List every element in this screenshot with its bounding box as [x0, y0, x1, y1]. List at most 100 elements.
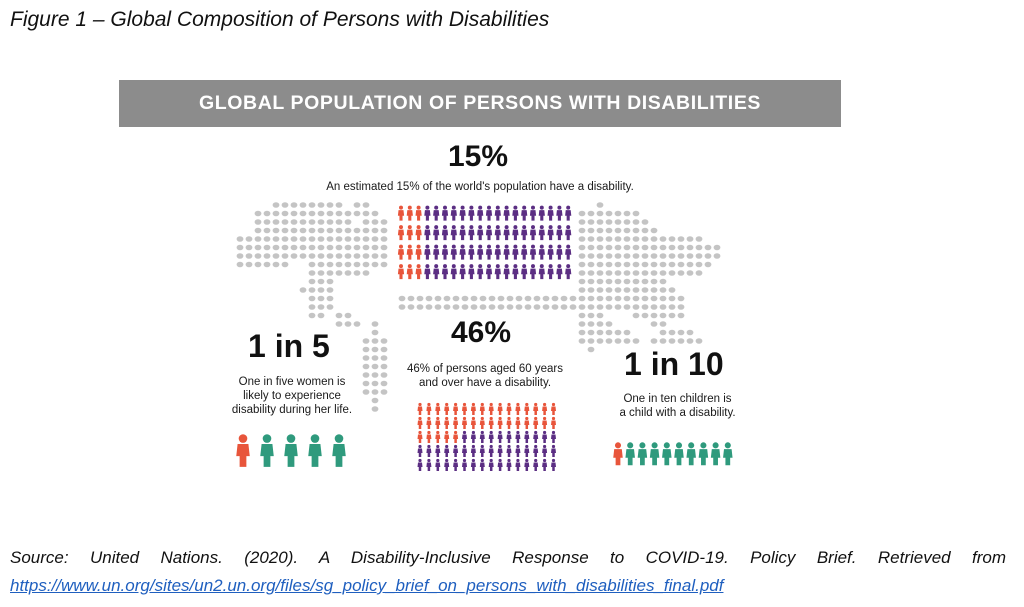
map-dot: [659, 253, 667, 259]
person-icon: [444, 458, 450, 471]
map-dot: [272, 261, 280, 268]
map-dot: [371, 329, 379, 336]
map-dot: [587, 329, 595, 336]
desc-line: 46% of persons aged 60 years: [407, 363, 563, 375]
map-dot: [371, 227, 379, 234]
person-icon: [542, 416, 548, 429]
map-dot: [380, 253, 388, 259]
map-dot: [380, 363, 388, 370]
map-dot: [605, 219, 613, 225]
stat-1-in-10: 1 in 10: [624, 346, 724, 382]
map-dot: [578, 227, 586, 234]
person-icon: [565, 264, 572, 280]
map-dot: [272, 244, 280, 251]
person-icon: [529, 244, 537, 260]
map-dot: [623, 210, 631, 217]
map-dot: [596, 253, 604, 259]
map-dot: [695, 338, 703, 344]
map-dot: [560, 295, 568, 302]
map-dot: [677, 261, 685, 268]
map-dot: [623, 219, 631, 225]
map-dot: [380, 236, 388, 242]
map-dot: [587, 244, 595, 251]
map-dot: [308, 227, 316, 234]
child-icon: [625, 442, 635, 466]
person-icon: [533, 416, 539, 429]
person-icon: [453, 402, 459, 415]
person-icon: [459, 264, 466, 280]
person-icon: [538, 264, 545, 280]
map-dot: [632, 304, 640, 310]
map-dot: [632, 295, 640, 302]
person-icon: [547, 225, 554, 241]
map-dot: [326, 287, 334, 293]
map-dot: [641, 304, 649, 310]
map-dot: [596, 287, 604, 293]
map-dot: [362, 253, 370, 259]
map-dot: [344, 236, 352, 242]
person-icon: [433, 244, 440, 260]
person-icon: [477, 205, 484, 221]
child-icon: [674, 442, 684, 466]
map-dot: [623, 304, 631, 310]
map-dot: [578, 278, 586, 285]
map-dot: [524, 295, 532, 302]
person-icon: [415, 244, 422, 260]
map-dot: [308, 236, 316, 242]
map-dot: [632, 253, 640, 259]
person-icon: [397, 225, 405, 241]
map-dot: [596, 219, 604, 225]
map-dot: [542, 295, 550, 302]
map-dot: [596, 278, 604, 285]
map-dot: [515, 304, 523, 310]
map-dot: [290, 244, 298, 251]
person-icon: [433, 205, 440, 221]
person-icon: [470, 458, 476, 471]
person-icon: [524, 444, 530, 457]
person-icon: [565, 244, 572, 260]
map-dot: [605, 287, 613, 293]
map-dot: [632, 210, 640, 217]
map-dot: [290, 210, 298, 217]
map-dot: [578, 244, 586, 251]
map-dot: [641, 278, 649, 285]
map-dot: [452, 295, 460, 302]
map-dot: [434, 295, 442, 302]
person-icon: [542, 402, 548, 415]
person-icon: [497, 458, 503, 471]
source-link[interactable]: https://www.un.org/sites/un2.un.org/file…: [10, 576, 724, 595]
map-dot: [308, 219, 316, 225]
map-dot: [605, 338, 613, 344]
map-dot: [623, 261, 631, 268]
map-dot: [686, 329, 694, 336]
map-dot: [272, 202, 280, 208]
map-dot: [659, 295, 667, 302]
person-icon: [435, 430, 441, 443]
map-dot: [245, 244, 253, 251]
map-dot: [614, 270, 622, 276]
map-dot: [659, 270, 667, 276]
map-dot: [677, 244, 685, 251]
person-icon: [542, 444, 548, 457]
map-dot: [659, 321, 667, 327]
map-dot: [479, 304, 487, 310]
person-icon: [515, 458, 521, 471]
map-dot: [623, 329, 631, 336]
person-icon: [485, 205, 493, 221]
map-dot: [596, 321, 604, 327]
map-dot: [632, 270, 640, 276]
person-icon: [450, 225, 457, 241]
map-dot: [254, 244, 262, 251]
person-icon: [565, 225, 572, 241]
map-dot: [650, 287, 658, 293]
map-dot: [326, 278, 334, 285]
person-icon: [497, 416, 503, 429]
map-dot: [254, 219, 262, 225]
map-dot: [425, 295, 433, 302]
map-dot: [272, 236, 280, 242]
person-icon: [479, 402, 485, 415]
person-icon: [551, 444, 556, 457]
map-dot: [299, 287, 307, 293]
person-icon: [415, 264, 422, 280]
stat-1-in-5-description: One in five women is likely to experienc…: [222, 375, 362, 417]
